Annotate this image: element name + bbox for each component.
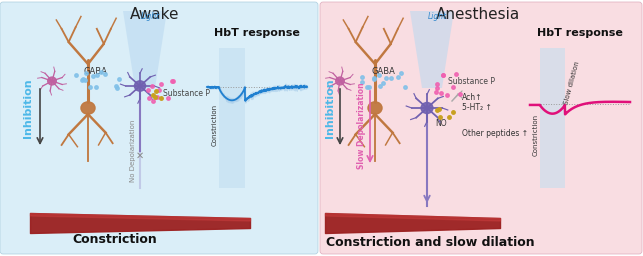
Text: Substance P: Substance P [163, 89, 210, 98]
Ellipse shape [134, 81, 145, 91]
Text: Anesthesia: Anesthesia [436, 7, 520, 22]
Text: 5-HT₂ ↑: 5-HT₂ ↑ [462, 103, 492, 112]
Text: Constriction: Constriction [212, 104, 218, 146]
Text: HbT response: HbT response [537, 28, 623, 38]
Text: ✕: ✕ [136, 151, 144, 161]
Text: Ach↑: Ach↑ [462, 93, 482, 102]
Ellipse shape [81, 102, 95, 114]
Polygon shape [123, 11, 167, 88]
Text: NO: NO [435, 119, 447, 127]
Text: Slow Depolarization: Slow Depolarization [358, 83, 367, 169]
Bar [540, 48, 565, 188]
Text: Constriction and slow dilation: Constriction and slow dilation [326, 236, 534, 249]
Ellipse shape [368, 102, 382, 114]
Polygon shape [410, 11, 454, 88]
Text: Inhibition: Inhibition [23, 78, 33, 138]
Text: Substance P: Substance P [448, 77, 495, 86]
Text: Inhibition: Inhibition [325, 78, 335, 138]
Text: Slow dilation: Slow dilation [563, 61, 581, 105]
Ellipse shape [48, 77, 57, 85]
FancyBboxPatch shape [320, 2, 642, 254]
Text: HbT response: HbT response [214, 28, 300, 38]
Bar [219, 48, 245, 188]
Ellipse shape [421, 102, 433, 113]
FancyBboxPatch shape [0, 2, 318, 254]
Text: No Depolarization: No Depolarization [130, 120, 136, 182]
Text: Other peptides ↑: Other peptides ↑ [462, 130, 528, 138]
Text: GABA: GABA [83, 67, 107, 76]
Text: Light: Light [428, 12, 446, 21]
Ellipse shape [336, 77, 344, 85]
Text: Awake: Awake [131, 7, 180, 22]
Text: Constriction: Constriction [533, 114, 539, 156]
Text: GABA: GABA [371, 67, 395, 76]
Text: Constriction: Constriction [73, 233, 158, 246]
Text: Light: Light [140, 12, 159, 21]
